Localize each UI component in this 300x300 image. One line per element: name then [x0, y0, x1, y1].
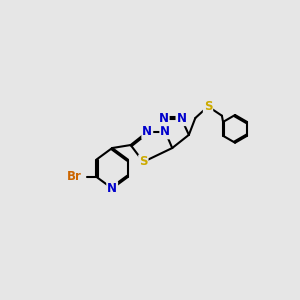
Text: N: N	[176, 112, 187, 125]
Text: Br: Br	[67, 170, 82, 183]
Text: N: N	[107, 182, 117, 195]
Text: S: S	[139, 155, 148, 168]
Text: N: N	[142, 125, 152, 138]
Text: N: N	[160, 125, 170, 138]
Text: N: N	[159, 112, 169, 125]
Text: S: S	[204, 100, 212, 113]
